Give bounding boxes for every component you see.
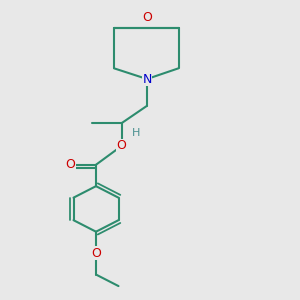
- Text: O: O: [91, 247, 101, 260]
- Text: O: O: [66, 158, 75, 171]
- Text: N: N: [142, 73, 152, 85]
- Text: H: H: [132, 128, 141, 138]
- Text: O: O: [142, 11, 152, 24]
- Text: O: O: [117, 140, 126, 152]
